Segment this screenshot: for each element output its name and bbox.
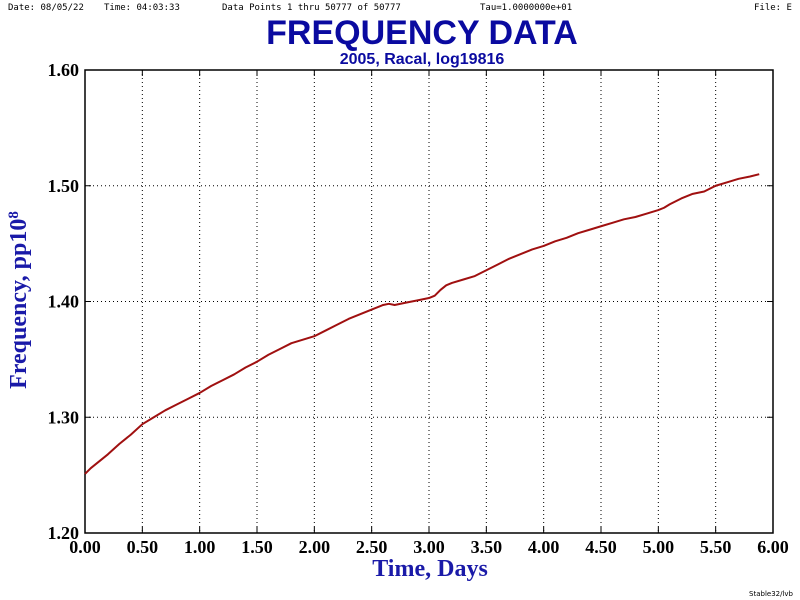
x-tick-label: 5.00: [643, 537, 675, 557]
x-tick-label: 1.50: [241, 537, 273, 557]
x-tick-label: 6.00: [757, 537, 789, 557]
x-tick-label: 0.50: [127, 537, 159, 557]
grid: [85, 70, 773, 533]
y-tick-label: 1.20: [48, 523, 80, 543]
y-tick-label: 1.30: [48, 407, 80, 427]
x-tick-label: 4.50: [585, 537, 617, 557]
x-tick-label: 5.50: [700, 537, 732, 557]
frequency-series-line: [84, 173, 760, 475]
x-tick-label: 2.50: [356, 537, 388, 557]
x-tick-label: 0.00: [69, 537, 101, 557]
header-date: Date: 08/05/22: [8, 3, 84, 13]
svg-text:Frequency, pp108: Frequency, pp108: [6, 211, 32, 389]
header-tau: Tau=1.0000000e+01: [480, 3, 572, 13]
y-tick-label: 1.60: [48, 60, 80, 80]
header-file: File: E: [754, 3, 792, 13]
y-axis-label-exponent: 8: [6, 211, 22, 219]
y-axis-label-main: Frequency, pp10: [6, 219, 32, 389]
y-tick-label: 1.50: [48, 176, 80, 196]
x-tick-label: 1.00: [184, 537, 216, 557]
y-tick-labels: 1.20 1.30 1.40 1.50 1.60: [48, 60, 80, 543]
header-data-points: Data Points 1 thru 50777 of 50777: [222, 3, 401, 13]
chart-title: FREQUENCY DATA: [266, 14, 578, 52]
x-tick-label: 3.00: [413, 537, 445, 557]
x-tick-label: 4.00: [528, 537, 560, 557]
x-tick-label: 2.00: [299, 537, 331, 557]
footer-credit: Stable32/lvb: [749, 590, 794, 598]
x-tick-label: 3.50: [471, 537, 503, 557]
chart-subtitle: 2005, Racal, log19816: [340, 51, 505, 68]
header-time: Time: 04:03:33: [104, 3, 180, 13]
y-tick-label: 1.40: [48, 292, 80, 312]
x-axis-label: Time, Days: [372, 556, 488, 582]
tick-marks: [84, 69, 774, 534]
x-tick-labels: 0.00 0.50 1.00 1.50 2.00 2.50 3.00 3.50 4.00 4.50…: [69, 537, 789, 557]
y-axis-label: Frequency, pp108: [6, 211, 32, 389]
